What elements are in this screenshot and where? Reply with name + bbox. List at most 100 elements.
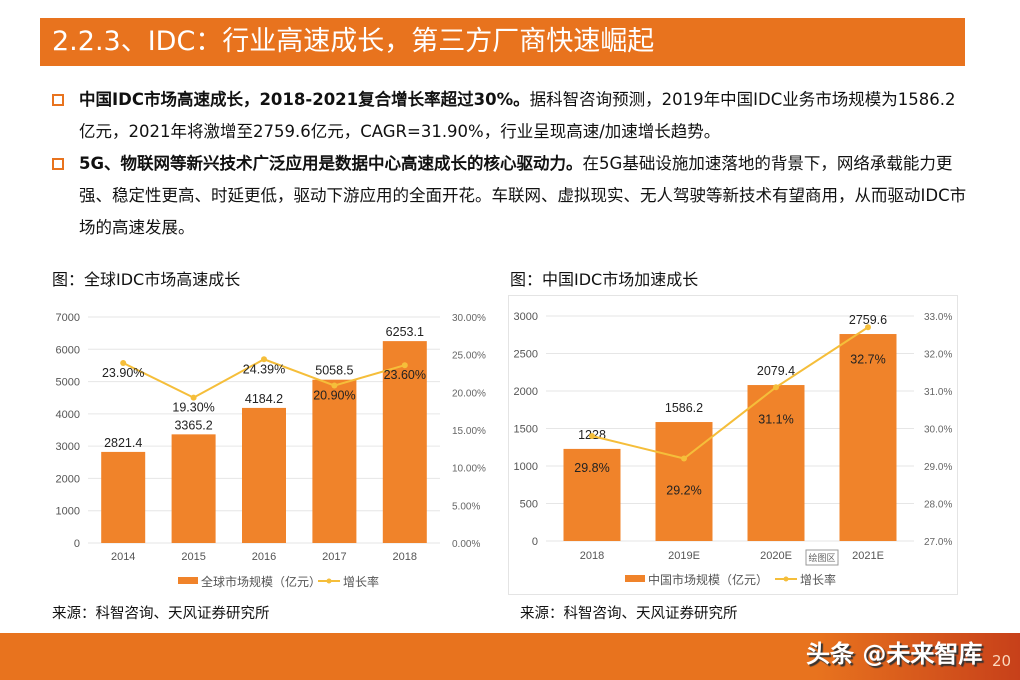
y-tick-label: 1000 [56, 506, 80, 518]
bar [171, 434, 216, 543]
footer-band [0, 633, 1020, 680]
growth-rate-label: 29.8% [574, 461, 609, 475]
chart2-caption: 图：中国IDC市场加速成长 [510, 270, 699, 289]
y2-tick-label: 32.0% [924, 350, 952, 361]
legend-line-marker [783, 576, 789, 582]
chart2-frame [508, 295, 958, 595]
y-tick-label: 500 [520, 499, 538, 511]
y-tick-label: 2000 [56, 473, 80, 485]
y2-tick-label: 5.00% [452, 501, 480, 512]
y-tick-label: 1500 [514, 424, 538, 436]
bar-value-label: 3365.2 [174, 418, 212, 432]
bullet-square-icon [52, 158, 64, 170]
growth-rate-label: 23.90% [102, 366, 144, 380]
bar [839, 334, 897, 541]
y2-tick-label: 10.00% [452, 464, 486, 475]
bar [563, 448, 621, 541]
legend-bar-label: 全球市场规模（亿元） [201, 574, 321, 589]
x-tick-label: 2018 [393, 551, 417, 563]
bullet-bold: 5G、物联网等新兴技术广泛应用是数据中心高速成长的核心驱动力。 [79, 154, 583, 173]
growth-point [681, 455, 687, 462]
y-tick-label: 3000 [514, 311, 538, 323]
growth-point [401, 362, 408, 369]
y-tick-label: 7000 [56, 312, 80, 324]
bullet-square-icon [52, 94, 64, 106]
legend-line-marker [326, 578, 332, 584]
bar-value-label: 6253.1 [386, 325, 424, 339]
bullet-list: 中国IDC市场高速成长，2018-2021复合增长率超过30%。据科智咨询预测，… [52, 84, 967, 244]
y-tick-label: 5000 [56, 377, 80, 389]
legend-line-label: 增长率 [343, 574, 379, 589]
y-tick-label: 4000 [56, 409, 80, 421]
y2-tick-label: 29.0% [924, 462, 952, 473]
chart1-source: 来源：科智咨询、天风证券研究所 [52, 606, 270, 622]
y2-tick-label: 33.0% [924, 312, 952, 323]
bar [655, 422, 713, 541]
legend-bar-swatch [625, 575, 645, 582]
bar-value-label: 5058.5 [315, 364, 353, 378]
x-tick-label: 2021E [852, 550, 884, 562]
x-tick-label: 2017 [322, 551, 346, 563]
growth-point [331, 382, 338, 389]
bar [382, 341, 427, 543]
y2-tick-label: 30.00% [452, 313, 486, 324]
y2-tick-label: 20.00% [452, 388, 486, 399]
chart1-caption: 图：全球IDC市场高速成长 [52, 270, 241, 289]
growth-point [190, 394, 197, 401]
growth-point [120, 359, 127, 366]
bar-value-label: 2079.4 [757, 364, 795, 378]
bar [101, 451, 146, 543]
y2-tick-label: 25.00% [452, 351, 486, 362]
x-tick-label: 2016 [252, 551, 276, 563]
legend-line-label: 增长率 [800, 572, 836, 587]
growth-line [591, 326, 869, 460]
watermark: 头条 @未来智库 [806, 640, 983, 668]
bar-value-label: 2759.6 [849, 313, 887, 327]
growth-rate-label: 32.7% [850, 352, 885, 366]
chart2-source: 来源：科智咨询、天风证券研究所 [520, 606, 738, 622]
slide-title: 2.2.3、IDC：行业高速成长，第三方厂商快速崛起 [40, 18, 965, 66]
y-tick-label: 3000 [56, 441, 80, 453]
bullet-2: 5G、物联网等新兴技术广泛应用是数据中心高速成长的核心驱动力。在5G基础设施加速… [52, 148, 967, 244]
tooltip-text: 绘图区 [808, 552, 835, 563]
growth-rate-label: 23.60% [384, 368, 426, 382]
bullet-1: 中国IDC市场高速成长，2018-2021复合增长率超过30%。据科智咨询预测，… [52, 84, 967, 148]
x-tick-label: 2019E [668, 550, 700, 562]
y2-tick-label: 28.0% [924, 500, 952, 511]
bar [242, 407, 286, 543]
y2-tick-label: 15.00% [452, 426, 486, 437]
bar-value-label: 2821.4 [104, 436, 142, 450]
bullet-bold: 中国IDC市场高速成长，2018-2021复合增长率超过30%。 [79, 90, 530, 109]
y-tick-label: 6000 [56, 344, 80, 356]
growth-rate-label: 24.39% [243, 362, 285, 376]
y-tick-label: 0 [74, 538, 80, 550]
bar [747, 385, 805, 541]
tooltip-box [805, 549, 839, 566]
x-tick-label: 2014 [111, 551, 135, 563]
bullet-text: 据科智咨询预测，2019年中国IDC业务市场规模为1586.2亿元，2021年将… [79, 90, 956, 141]
growth-rate-label: 29.2% [666, 484, 701, 498]
y2-tick-label: 27.0% [924, 537, 952, 548]
bullet-text: 在5G基础设施加速落地的背景下，网络承载能力更强、稳定性更高、时延更低，驱动下游… [79, 154, 967, 237]
bar-value-label: 1586.2 [665, 401, 703, 415]
y-tick-label: 0 [532, 536, 538, 548]
growth-rate-label: 20.90% [313, 389, 355, 403]
growth-point [589, 433, 595, 439]
y-tick-label: 2500 [514, 349, 538, 361]
growth-point [773, 384, 779, 391]
x-tick-label: 2015 [181, 551, 205, 563]
y2-tick-label: 31.0% [924, 387, 952, 398]
bar-value-label: 4184.2 [245, 392, 283, 406]
growth-point [865, 324, 871, 331]
y2-tick-label: 30.0% [924, 425, 952, 436]
growth-rate-label: 19.30% [172, 401, 214, 415]
y-tick-label: 1000 [514, 461, 538, 473]
growth-rate-label: 31.1% [758, 412, 793, 426]
page-number: 20 [992, 652, 1012, 670]
bar [312, 379, 357, 543]
x-tick-label: 2020E [760, 550, 792, 562]
legend-bar-label: 中国市场规模（亿元） [648, 572, 768, 587]
growth-point [261, 356, 267, 363]
x-tick-label: 2018 [580, 550, 604, 562]
